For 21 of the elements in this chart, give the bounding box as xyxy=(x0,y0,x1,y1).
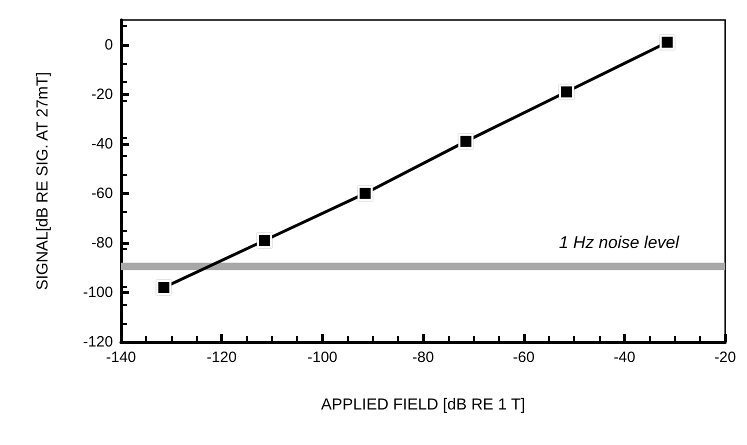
point xyxy=(458,134,474,149)
point xyxy=(358,186,373,201)
x-tick-label: -120 xyxy=(206,349,237,366)
x-tick-label: -40 xyxy=(614,349,636,366)
point xyxy=(559,84,574,100)
x-axis-title: APPLIED FIELD [dB RE 1 T] xyxy=(320,396,526,414)
annotation: 1 Hz noise level xyxy=(558,233,680,252)
y-tick-label: 0 xyxy=(104,36,113,54)
y-tick-label: -20 xyxy=(91,86,113,103)
x-tick-label: -80 xyxy=(412,349,434,366)
x-tick-label: -100 xyxy=(307,349,338,366)
x-tick-label: -60 xyxy=(512,349,535,366)
x-tick-label: -140 xyxy=(106,349,136,366)
y-tick-label: -120 xyxy=(82,334,113,350)
y-tick-label: -40 xyxy=(91,135,113,152)
y-tick-label: -60 xyxy=(91,184,113,202)
point xyxy=(660,34,675,50)
y-tick-label: -80 xyxy=(91,234,113,252)
y-axis-title: SIGNAL[dB RE SIG. AT 27mT] xyxy=(34,72,52,290)
x-tick-label: -20 xyxy=(714,349,736,366)
y-tick-label: -100 xyxy=(82,284,113,301)
